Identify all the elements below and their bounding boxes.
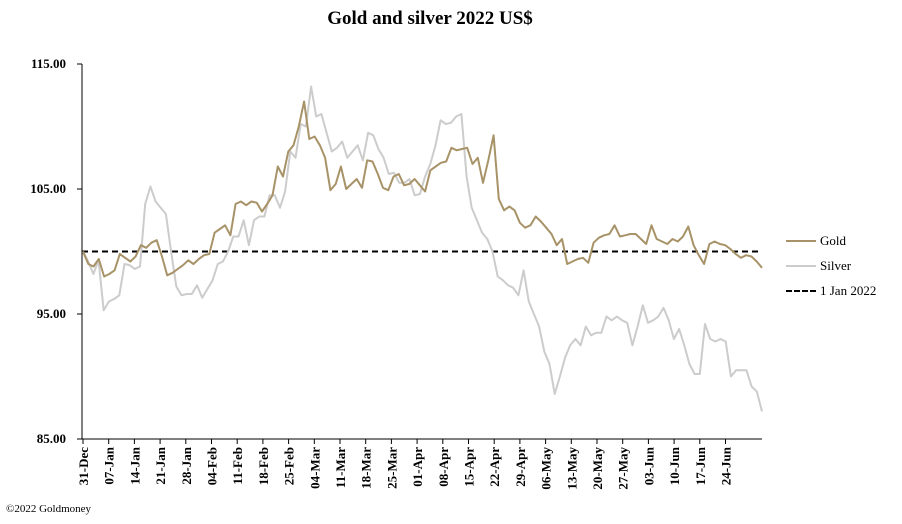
copyright-text: ©2022 Goldmoney — [6, 503, 92, 515]
x-tick-label: 18-Mar — [359, 447, 374, 489]
legend: Gold Silver 1 Jan 2022 — [786, 228, 876, 303]
x-tick-label: 07-Jan — [102, 446, 117, 484]
legend-label-baseline: 1 Jan 2022 — [820, 282, 877, 298]
x-tick-label: 18-Feb — [256, 447, 271, 485]
x-tick-label: 04-Feb — [205, 447, 220, 485]
silver-series — [82, 85, 763, 412]
legend-item-gold: Gold — [786, 228, 876, 253]
x-tick-label: 15-Apr — [462, 447, 477, 487]
legend-item-silver: Silver — [786, 253, 876, 278]
x-tick-label: 08-Apr — [436, 447, 451, 487]
x-tick-label: 24-Jun — [719, 446, 734, 485]
y-tick-label: 85.00 — [37, 431, 66, 446]
x-tick-label: 20-May — [590, 447, 605, 490]
x-tick-label: 25-Mar — [384, 447, 399, 489]
x-tick-label: 01-Apr — [410, 447, 425, 487]
legend-swatch-gold — [786, 239, 816, 242]
x-tick-label: 22-Apr — [487, 447, 502, 487]
x-tick-label: 11-Feb — [230, 447, 245, 485]
y-tick-label: 115.00 — [31, 56, 66, 71]
y-tick-label: 95.00 — [37, 306, 66, 321]
x-tick-label: 11-Mar — [333, 447, 348, 488]
x-tick-labels: 31-Dec 07-Jan 14-Jan 21-Jan 28-Jan 04-Feb 11-F… — [76, 446, 734, 489]
y-tick-label: 105.00 — [30, 181, 66, 196]
x-tick-label: 27-May — [616, 447, 631, 490]
x-tick-label: 13-May — [564, 447, 579, 490]
x-tick-label: 17-Jun — [693, 446, 708, 485]
x-tick-label: 28-Jan — [179, 446, 194, 484]
silver-line — [82, 85, 763, 412]
gold-series — [82, 100, 763, 278]
chart-title: Gold and silver 2022 US$ — [327, 8, 533, 29]
legend-label-silver: Silver — [820, 257, 852, 273]
axes — [77, 63, 762, 444]
x-tick-label: 31-Dec — [76, 447, 91, 485]
x-tick-label: 10-Jun — [667, 446, 682, 485]
legend-item-baseline: 1 Jan 2022 — [786, 278, 876, 303]
x-tick-label: 29-Apr — [513, 447, 528, 487]
x-tick-label: 06-May — [539, 447, 554, 490]
y-tick-labels: 115.00 105.00 95.00 85.00 — [30, 56, 66, 446]
x-tick-label: 03-Jun — [641, 446, 656, 485]
x-tick-label: 25-Feb — [282, 447, 297, 485]
x-tick-label: 04-Mar — [307, 447, 322, 489]
x-tick-label: 14-Jan — [127, 446, 142, 484]
gold-line — [82, 100, 763, 278]
legend-swatch-baseline — [786, 289, 816, 292]
legend-label-gold: Gold — [820, 232, 846, 248]
legend-swatch-silver — [786, 264, 816, 267]
x-tick-label: 21-Jan — [153, 446, 168, 484]
